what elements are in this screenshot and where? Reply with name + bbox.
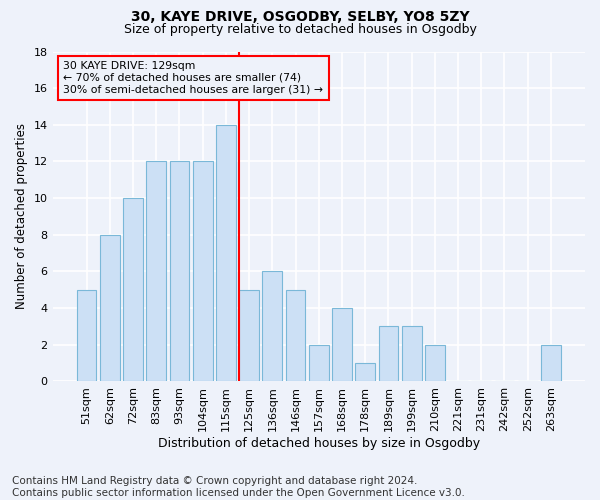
Bar [77,290,97,382]
Bar [170,162,190,382]
Bar [193,162,212,382]
Bar [425,345,445,382]
Bar [100,235,119,382]
Bar [332,308,352,382]
X-axis label: Distribution of detached houses by size in Osgodby: Distribution of detached houses by size … [158,437,480,450]
Bar [216,125,236,382]
Bar [146,162,166,382]
Text: 30, KAYE DRIVE, OSGODBY, SELBY, YO8 5ZY: 30, KAYE DRIVE, OSGODBY, SELBY, YO8 5ZY [131,10,469,24]
Y-axis label: Number of detached properties: Number of detached properties [15,124,28,310]
Bar [262,272,282,382]
Text: Size of property relative to detached houses in Osgodby: Size of property relative to detached ho… [124,22,476,36]
Bar [123,198,143,382]
Bar [402,326,422,382]
Text: 30 KAYE DRIVE: 129sqm
← 70% of detached houses are smaller (74)
30% of semi-deta: 30 KAYE DRIVE: 129sqm ← 70% of detached … [63,62,323,94]
Bar [541,345,561,382]
Bar [309,345,329,382]
Text: Contains HM Land Registry data © Crown copyright and database right 2024.
Contai: Contains HM Land Registry data © Crown c… [12,476,465,498]
Bar [286,290,305,382]
Bar [355,363,375,382]
Bar [379,326,398,382]
Bar [239,290,259,382]
